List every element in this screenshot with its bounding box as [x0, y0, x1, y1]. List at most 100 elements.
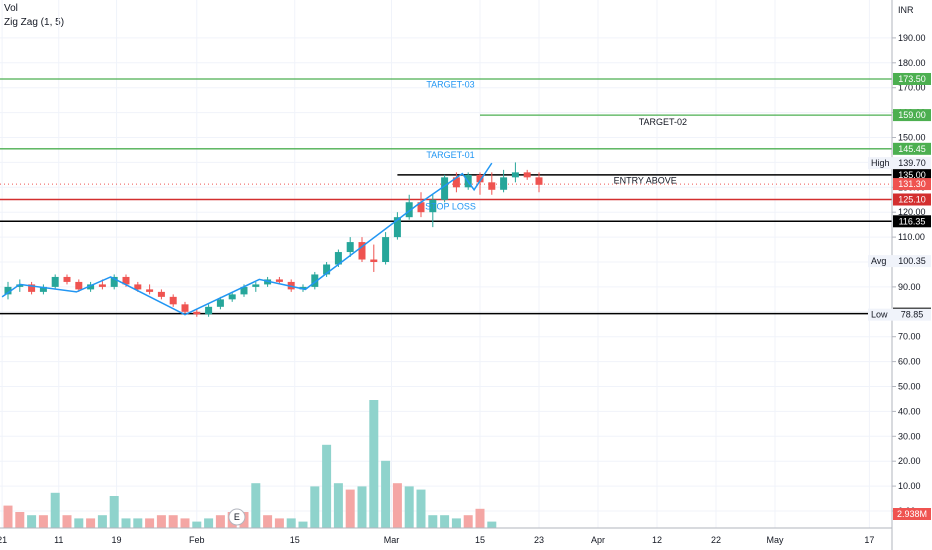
time-tick-label: 17 [864, 535, 874, 545]
time-tick-label: Feb [189, 535, 205, 545]
earnings-marker-label: E [234, 512, 240, 522]
volume-bar [62, 515, 72, 528]
candle-body [382, 237, 390, 262]
price-tick-label: 30.00 [898, 431, 921, 441]
candle-body [523, 172, 531, 178]
volume-bar [310, 486, 320, 528]
earnings-marker-icon [228, 508, 246, 526]
volume-bar [168, 515, 178, 528]
time-tick-label: 15 [290, 535, 300, 545]
candle-body [228, 294, 236, 300]
volume-bar [369, 400, 379, 528]
time-tick-label: May [766, 535, 784, 545]
candle-body [311, 274, 319, 287]
candle-body [122, 276, 130, 285]
level-name: TARGET-02 [639, 117, 687, 127]
candle-body [370, 259, 378, 262]
candle-body [193, 311, 201, 315]
currency-label: INR [898, 5, 914, 15]
volume-bar [74, 518, 84, 528]
candle-body [51, 276, 59, 287]
volume-bar [180, 518, 190, 528]
price-tick-label: 110.00 [898, 232, 925, 242]
candle-body [146, 289, 154, 292]
price-axis: 190.00180.00170.00160.00150.00140.00130.… [868, 33, 931, 520]
candle-body [358, 242, 366, 260]
candle-body [63, 276, 71, 282]
stat-prefix: Avg [871, 256, 886, 266]
price-tick-label: 70.00 [898, 332, 921, 342]
volume-bar [251, 483, 261, 528]
volume-bar [392, 483, 402, 528]
volume-bar [133, 518, 143, 528]
price-tick-label: 180.00 [898, 58, 926, 68]
stat-badge [868, 255, 931, 268]
level-name: TARGET-03 [426, 80, 474, 90]
volume-bar [97, 515, 107, 528]
volume-bar [204, 518, 214, 528]
candle-body [452, 177, 460, 188]
volume-bar [274, 518, 284, 528]
candle-body [334, 252, 342, 265]
stat-value: 139.70 [898, 158, 926, 168]
level-price-badge [893, 215, 931, 228]
price-tick-label: 150.00 [898, 133, 926, 143]
volume-bar [345, 489, 355, 528]
candle-body [134, 284, 142, 290]
volume-bar [298, 521, 308, 528]
candle-body [240, 286, 248, 295]
volume-bar [156, 515, 166, 528]
candle-body [275, 279, 283, 282]
volume-bar [215, 515, 225, 528]
time-tick-label: Apr [591, 535, 605, 545]
level-price-badge [893, 109, 931, 122]
volume-bar [121, 518, 131, 528]
volume-bar [463, 515, 473, 528]
stat-value: 100.35 [898, 256, 926, 266]
zigzag-line [1, 162, 493, 316]
level-name: ENTRY ABOVE [614, 176, 677, 186]
price-tick-label: 50.00 [898, 382, 921, 392]
candle-body [181, 304, 189, 312]
volume-bar [416, 489, 426, 528]
current-price-badge [893, 178, 931, 191]
candle-body [323, 264, 331, 275]
level-price-label: 135.00 [898, 170, 926, 180]
candle-body [441, 177, 449, 200]
candle-body [39, 286, 47, 292]
candle-body [476, 174, 484, 183]
candle-body [216, 299, 224, 307]
time-tick-label: 11 [54, 535, 63, 545]
grid-lines [0, 0, 892, 528]
volume-bar [145, 518, 155, 528]
candle-body [488, 182, 496, 190]
volume-bar [263, 515, 273, 528]
level-price-label: 125.10 [898, 195, 926, 205]
price-tick-label: 90.00 [898, 282, 921, 292]
level-price-badge [893, 142, 931, 155]
level-name: STOP LOSS [425, 202, 476, 212]
candle-body [169, 296, 177, 305]
price-tick-label: 10.00 [898, 481, 921, 491]
candle-body [346, 242, 354, 253]
candle-body [511, 172, 519, 178]
volume-bar [192, 521, 202, 528]
time-tick-label: 23 [534, 535, 544, 545]
candle-body [205, 306, 213, 315]
level-price-badge [893, 168, 931, 181]
price-tick-label: 190.00 [898, 33, 926, 43]
candle-body [535, 177, 543, 185]
level-price-badge [893, 72, 931, 85]
volume-bar [15, 512, 25, 528]
time-tick-label: 22 [711, 535, 721, 545]
volume-bars [3, 400, 497, 528]
time-axis: 21 11 19 Feb 15 Mar 15 23 Apr 12 22 May 17 [0, 535, 874, 545]
stat-prefix: Low [871, 310, 888, 320]
candle-body [16, 284, 24, 287]
candle-body [28, 284, 36, 292]
legend-volume: Vol [4, 3, 18, 14]
time-tick-label: 21 [0, 535, 7, 545]
volume-bar [357, 486, 367, 528]
volume-bar [428, 515, 438, 528]
